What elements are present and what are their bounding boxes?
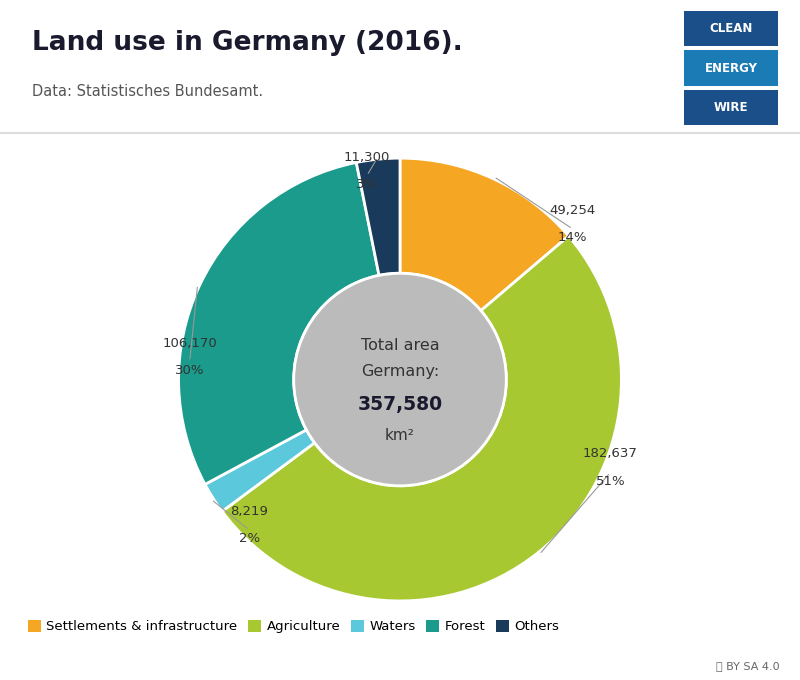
Legend: Settlements & infrastructure, Agriculture, Waters, Forest, Others: Settlements & infrastructure, Agricultur… (22, 615, 565, 639)
Text: 106,170: 106,170 (162, 337, 217, 350)
Text: 14%: 14% (558, 231, 587, 244)
Wedge shape (222, 236, 622, 601)
Wedge shape (178, 163, 379, 484)
Text: Land use in Germany (2016).: Land use in Germany (2016). (32, 30, 462, 56)
FancyBboxPatch shape (684, 11, 778, 46)
Wedge shape (400, 158, 569, 311)
Text: Data: Statistisches Bundesamt.: Data: Statistisches Bundesamt. (32, 84, 263, 99)
Text: 182,637: 182,637 (583, 447, 638, 460)
Text: Germany:: Germany: (361, 364, 439, 379)
Text: 2%: 2% (239, 532, 260, 545)
Text: 49,254: 49,254 (550, 204, 596, 217)
Text: 11,300: 11,300 (344, 150, 390, 163)
Circle shape (294, 273, 506, 486)
Wedge shape (356, 158, 400, 275)
Text: km²: km² (385, 428, 415, 443)
FancyBboxPatch shape (684, 50, 778, 86)
Text: ⓞ BY SA 4.0: ⓞ BY SA 4.0 (716, 661, 780, 671)
Text: CLEAN: CLEAN (710, 22, 753, 35)
Text: 51%: 51% (595, 475, 625, 488)
FancyBboxPatch shape (684, 90, 778, 125)
Text: Total area: Total area (361, 338, 439, 353)
Text: 357,580: 357,580 (358, 396, 442, 415)
Text: 30%: 30% (175, 364, 205, 377)
Text: WIRE: WIRE (714, 101, 749, 114)
Wedge shape (205, 430, 314, 511)
Text: ENERGY: ENERGY (705, 61, 758, 75)
Text: 3%: 3% (356, 178, 378, 191)
Text: 8,219: 8,219 (230, 505, 268, 517)
